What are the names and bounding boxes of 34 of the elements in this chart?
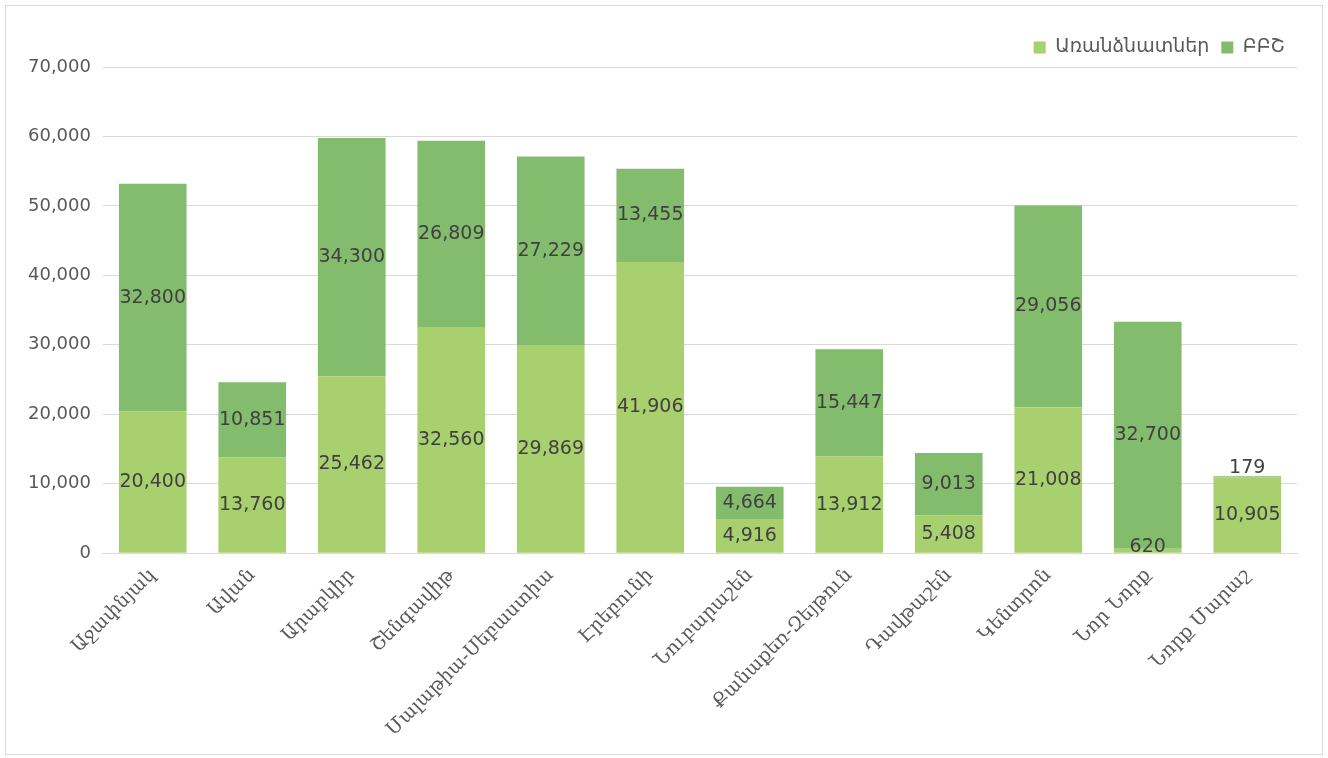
y-tick-label: 50,000 — [28, 193, 91, 215]
data-label: 10,851 — [218, 406, 286, 429]
data-label: 620 — [1129, 533, 1166, 556]
data-label: 34,300 — [318, 244, 385, 267]
y-tick-label: 60,000 — [28, 124, 91, 146]
data-label: 4,664 — [722, 489, 777, 512]
data-label: 32,700 — [1114, 422, 1181, 445]
legend-label: ԲԲՇ — [1242, 34, 1285, 57]
y-tick-label: 0 — [79, 540, 91, 562]
y-tick-label: 10,000 — [28, 471, 91, 493]
data-label: 29,056 — [1015, 293, 1082, 316]
data-label: 41,906 — [617, 394, 684, 417]
data-label: 10,905 — [1214, 501, 1281, 524]
data-label: 20,400 — [119, 469, 186, 492]
y-tick-label: 70,000 — [28, 54, 91, 76]
data-label: 9,013 — [921, 471, 976, 494]
data-label: 13,912 — [816, 491, 883, 514]
y-tick-label: 30,000 — [28, 332, 91, 354]
data-label: 5,408 — [921, 521, 976, 544]
data-label: 4,916 — [722, 522, 777, 545]
data-label: 21,008 — [1015, 466, 1082, 489]
data-label: 27,229 — [517, 238, 584, 261]
data-label: 13,760 — [218, 492, 286, 515]
data-label: 15,447 — [816, 389, 883, 412]
data-label: 32,560 — [418, 426, 485, 449]
y-tick-label: 40,000 — [28, 263, 91, 285]
y-tick-label: 20,000 — [28, 401, 91, 423]
data-label: 32,800 — [119, 284, 186, 307]
data-label: 13,455 — [617, 202, 684, 225]
data-label: 29,869 — [517, 436, 584, 459]
data-label: 25,462 — [318, 451, 385, 474]
data-label: 26,809 — [418, 220, 485, 243]
data-label: 179 — [1229, 455, 1266, 478]
legend-label: Առանձնատներ — [1055, 34, 1210, 57]
